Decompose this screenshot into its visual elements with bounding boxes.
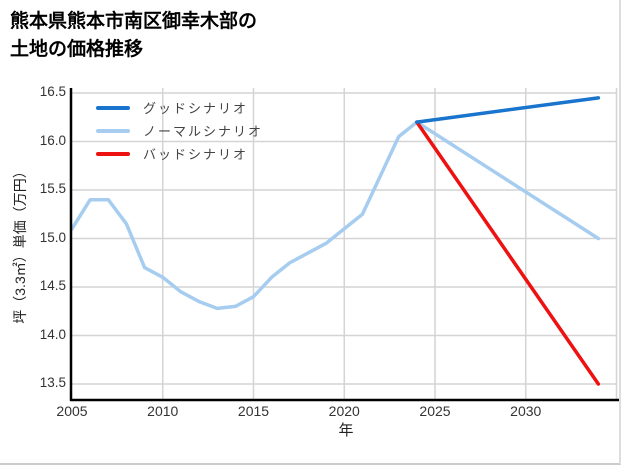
legend-label-good: グッドシナリオ xyxy=(143,101,249,116)
legend-item-normal-scenario: ノーマルシナリオ xyxy=(96,119,263,142)
y-tick-label: 16.5 xyxy=(39,84,66,99)
legend-label-normal: ノーマルシナリオ xyxy=(143,124,264,139)
normal-scenario-line-swatch xyxy=(96,128,130,133)
x-tick-label: 2005 xyxy=(56,403,88,419)
y-tick-label: 16.0 xyxy=(39,132,66,148)
y-tick-label: 13.5 xyxy=(39,375,66,390)
y-tick-label: 15.5 xyxy=(39,181,66,196)
series-line-バッドシナリオ xyxy=(415,120,601,386)
x-axis-label: 年 xyxy=(338,422,354,439)
bad-scenario-line-swatch xyxy=(96,151,130,156)
series-line-ノーマルシナリオ xyxy=(70,120,601,311)
good-scenario-line-swatch xyxy=(96,105,130,110)
series-line-グッドシナリオ xyxy=(415,96,601,124)
y-tick-label: 14.0 xyxy=(39,326,66,342)
legend-item-good-scenario: グッドシナリオ xyxy=(96,96,263,119)
y-tick-label: 15.0 xyxy=(39,229,66,245)
legend-label-bad: バッドシナリオ xyxy=(143,147,249,162)
chart-title: 熊本県熊本市南区御幸木部の 土地の価格推移 xyxy=(10,8,257,63)
x-tick-label: 2015 xyxy=(237,403,270,419)
x-tick-label: 2030 xyxy=(510,403,542,419)
x-tick-label: 2025 xyxy=(419,403,451,419)
x-tick-label: 2020 xyxy=(328,403,360,419)
x-tick-label: 2010 xyxy=(147,403,179,419)
y-axis-label: 坪（3.3㎡）単価（万円） xyxy=(12,164,28,324)
legend-item-bad-scenario: バッドシナリオ xyxy=(96,142,263,165)
legend: グッドシナリオ ノーマルシナリオ バッドシナリオ xyxy=(96,96,263,165)
y-tick-label: 14.5 xyxy=(39,278,66,293)
chart-title-line1: 熊本県熊本市南区御幸木部の xyxy=(10,11,258,32)
chart-title-line2: 土地の価格推移 xyxy=(10,38,144,60)
